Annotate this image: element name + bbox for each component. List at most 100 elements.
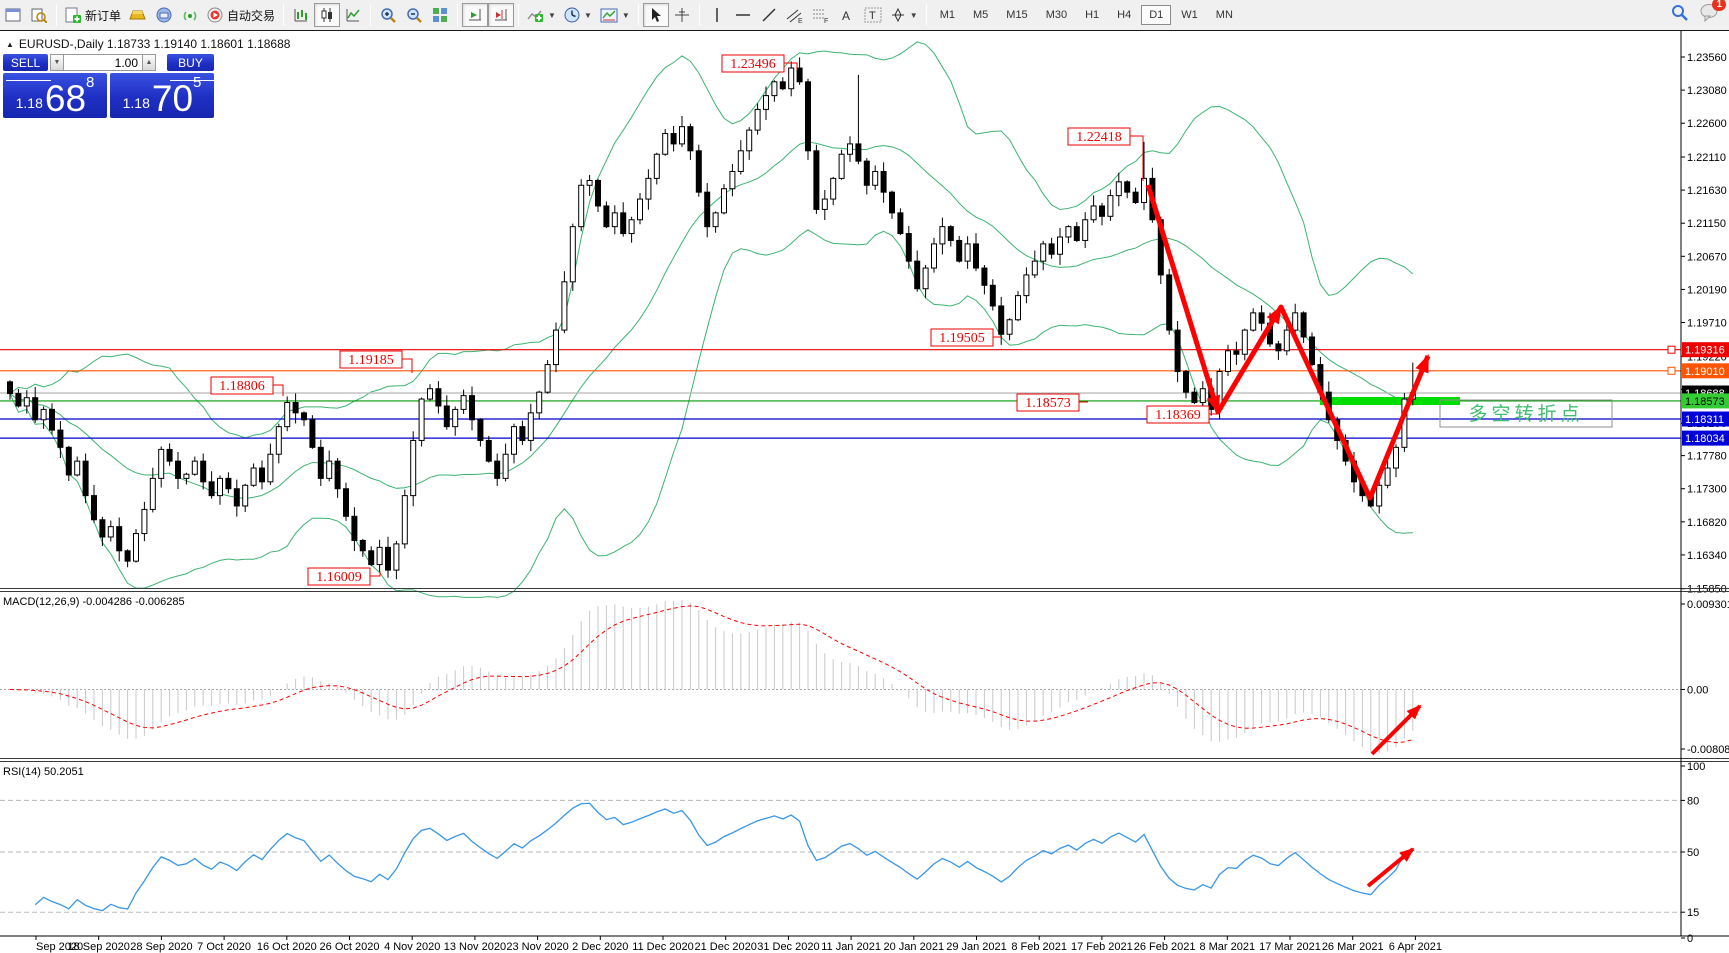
svg-text:11 Jan 2021: 11 Jan 2021 [821,941,881,953]
sell-button[interactable]: SELL [3,54,48,71]
search-icon[interactable] [1671,4,1689,27]
toolbar-separator [370,4,372,26]
chevron-down-icon: ▼ [548,10,556,20]
svg-text:17 Feb 2021: 17 Feb 2021 [1071,941,1133,953]
svg-text:16 Oct 2020: 16 Oct 2020 [257,941,317,953]
templates-button[interactable]: ▼ [596,3,634,27]
shapes-tool-button[interactable]: ▼ [886,3,922,27]
svg-text:8 Mar 2021: 8 Mar 2021 [1199,941,1255,953]
template-icon [600,8,618,23]
panel-separators [0,31,1729,937]
autotrading-icon [207,7,224,23]
crosshair-icon [674,7,690,23]
buy-price-main: 70 [151,77,194,119]
svg-text:29 Jan 2021: 29 Jan 2021 [946,941,1007,953]
vertical-line-tool-button[interactable] [704,3,730,27]
support-highlight-bar[interactable] [1320,397,1460,405]
chevron-down-icon: ▼ [909,10,918,20]
timeframe-m30-button[interactable]: M30 [1045,9,1068,21]
callout-1.19505[interactable] [930,328,994,347]
timeframe-h1-button[interactable]: H1 [1085,9,1100,21]
timeframe-m15-button[interactable]: M15 [1006,9,1028,21]
symbol-marker-icon: ▲ [6,39,14,49]
signals-button[interactable] [177,3,203,27]
turning-point-annotation[interactable]: 多空转折点 [1439,399,1613,428]
svg-text:1.18034: 1.18034 [1685,433,1725,445]
svg-text:1.20670: 1.20670 [1687,251,1727,263]
volume-input[interactable] [64,54,142,71]
signals-icon [182,7,198,23]
callout-1.18369[interactable] [1146,405,1210,424]
price-axis[interactable]: 1.23560 1.23080 1.22600 1.22110 1.21630 1.211… [1667,52,1729,596]
timeframe-m1-button[interactable]: M1 [939,9,955,21]
price-callout-labels[interactable]: 1.23496 1.22418 1.19505 1.19185 1.18806 1.185… [210,54,1217,586]
callout-1.18806[interactable] [210,376,274,395]
timeframe-mn-button[interactable]: MN [1215,9,1233,21]
svg-text:31 Dec 2020: 31 Dec 2020 [757,941,819,953]
macd-up-arrow-annotation[interactable] [1370,700,1426,756]
callout-1.18573[interactable] [1016,393,1080,412]
callout-1.23496[interactable] [721,54,785,73]
bar-chart-button[interactable] [288,3,314,27]
svg-text:8 Feb 2021: 8 Feb 2021 [1011,941,1067,953]
zoom-out-button[interactable] [401,3,427,27]
horizontal-price-lines[interactable] [0,349,1681,439]
zoom-out-icon [406,7,423,24]
indicators-button[interactable]: ▼ [523,3,560,27]
notifications-button[interactable]: 1 [1699,0,1726,27]
candlestick-chart-button[interactable] [314,3,341,27]
arrows-tool-button[interactable]: A [834,3,860,27]
tile-windows-icon [432,7,448,23]
periods-button[interactable]: ▼ [560,3,596,27]
svg-text:1.20190: 1.20190 [1687,284,1727,296]
autotrading-button[interactable]: 自动交易 [203,3,279,27]
timeframe-h4-button[interactable]: H4 [1117,9,1132,21]
rsi-up-arrow-annotation[interactable] [1366,843,1418,888]
text-label-tool-button[interactable]: T [860,3,886,27]
depth-of-market-button[interactable] [151,3,177,27]
rsi-panel: 100 80 50 15 0 [0,761,1705,945]
svg-text:26 Feb 2021: 26 Feb 2021 [1134,941,1196,953]
line-chart-button[interactable] [340,3,366,27]
cursor-tool-button[interactable] [642,3,669,27]
volume-increase-button[interactable]: ▲ [142,54,156,71]
timeframe-m5-button[interactable]: M5 [973,9,989,21]
callout-1.22418[interactable] [1067,127,1131,146]
chart-shift-icon [493,7,509,23]
blue-globe-icon [156,7,172,23]
svg-text:26 Mar 2021: 26 Mar 2021 [1322,941,1384,953]
crosshair-tool-button[interactable] [669,3,695,27]
tile-windows-button[interactable] [427,3,453,27]
new-window-button[interactable] [0,3,26,27]
buy-button[interactable]: BUY [167,54,214,71]
channel-tool-button[interactable]: E [782,3,808,27]
svg-text:80: 80 [1687,795,1699,807]
callout-1.19185[interactable] [339,350,403,369]
volume-decrease-button[interactable]: ▼ [50,54,64,71]
toolbar-separator [56,4,57,26]
svg-text:1.17300: 1.17300 [1687,484,1727,496]
svg-text:MACD(12,26,9) -0.004286 -0.006: MACD(12,26,9) -0.004286 -0.006285 [3,596,185,608]
gold-button[interactable] [125,3,151,27]
svg-text:1.22418: 1.22418 [1076,130,1122,145]
profiles-button[interactable] [26,3,52,27]
callout-1.16009[interactable] [307,567,371,586]
auto-scroll-button[interactable] [462,3,489,27]
auto-scroll-icon [467,7,483,23]
timeframe-d1-button[interactable]: D1 [1141,5,1172,25]
fibonacci-tool-button[interactable]: F [808,3,834,27]
chart-shift-button[interactable] [488,3,515,27]
zoom-in-button[interactable] [375,3,401,27]
cursor-icon [649,7,663,23]
trend-zigzag-annotation[interactable] [1145,184,1435,501]
fibonacci-icon: F [812,7,830,24]
horizontal-line-tool-button[interactable] [730,3,756,27]
new-order-button[interactable]: 新订单 [61,3,125,27]
svg-text:F: F [824,18,828,24]
toolbar-separator [925,4,927,26]
svg-text:100: 100 [1687,761,1705,773]
timeframe-w1-button[interactable]: W1 [1181,9,1198,21]
trendline-tool-button[interactable] [756,3,782,27]
